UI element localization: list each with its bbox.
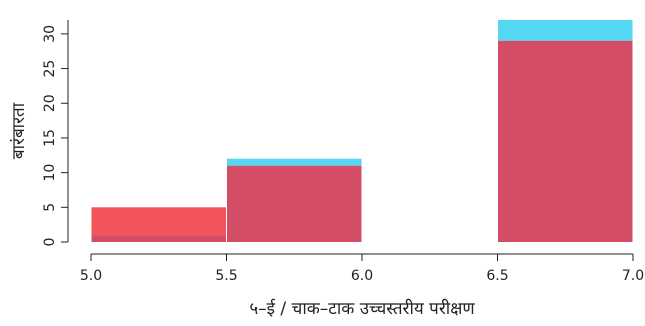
y-tick-label: 0 <box>42 238 58 247</box>
histogram-bar-bin-2-excess <box>227 158 362 166</box>
y-axis-title: बारंबारता <box>9 102 29 159</box>
y-tick-label: 30 <box>42 25 58 43</box>
x-axis-title: ५–ई / चाक–टाक उच्चस्तरीय परीक्षण <box>249 298 475 319</box>
histogram-bar-bin-2-overlap <box>227 165 362 242</box>
histogram-bar-bin-1-excess <box>91 207 226 236</box>
x-tick-label: 6.5 <box>486 268 508 284</box>
y-tick-label: 15 <box>42 129 58 147</box>
x-tick-label: 5.0 <box>80 268 102 284</box>
histogram-bar-bin-4-overlap <box>498 40 633 242</box>
y-tick-label: 5 <box>42 203 58 212</box>
histogram-bar-bin-4-excess <box>498 20 633 41</box>
bars-group <box>91 20 633 242</box>
x-tick-label: 6.0 <box>351 268 373 284</box>
x-tick-label: 7.0 <box>622 268 644 284</box>
histogram-bar-bin-1-overlap <box>91 235 226 242</box>
y-ticks: 0 5 10 15 20 25 30 <box>42 25 68 247</box>
y-tick-label: 10 <box>42 164 58 182</box>
x-ticks: 5.0 5.5 6.0 6.5 7.0 <box>80 254 644 284</box>
y-tick-label: 20 <box>42 94 58 112</box>
x-tick-label: 5.5 <box>215 268 237 284</box>
y-tick-label: 25 <box>42 60 58 78</box>
